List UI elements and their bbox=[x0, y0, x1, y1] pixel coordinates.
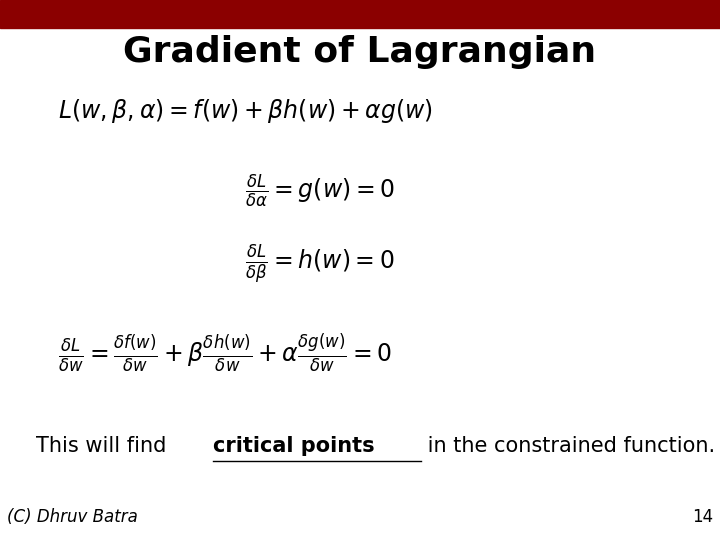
Text: in the constrained function.: in the constrained function. bbox=[421, 435, 716, 456]
Text: $\frac{\delta L}{\delta \beta} = h(w) = 0$: $\frac{\delta L}{\delta \beta} = h(w) = … bbox=[245, 244, 395, 286]
Text: $\frac{\delta L}{\delta w} = \frac{\delta f(w)}{\delta w} + \beta\frac{\delta h(: $\frac{\delta L}{\delta w} = \frac{\delt… bbox=[58, 333, 392, 375]
Text: (C) Dhruv Batra: (C) Dhruv Batra bbox=[7, 509, 138, 526]
Text: critical points: critical points bbox=[213, 435, 374, 456]
Text: This will find: This will find bbox=[36, 435, 173, 456]
Text: $\frac{\delta L}{\delta \alpha} = g(w) = 0$: $\frac{\delta L}{\delta \alpha} = g(w) =… bbox=[245, 173, 395, 211]
Text: $L(w,\beta,\alpha) = f(w) + \beta h(w) + \alpha g(w)$: $L(w,\beta,\alpha) = f(w) + \beta h(w) +… bbox=[58, 97, 433, 125]
Text: 14: 14 bbox=[692, 509, 713, 526]
Text: Gradient of Lagrangian: Gradient of Lagrangian bbox=[123, 35, 597, 69]
